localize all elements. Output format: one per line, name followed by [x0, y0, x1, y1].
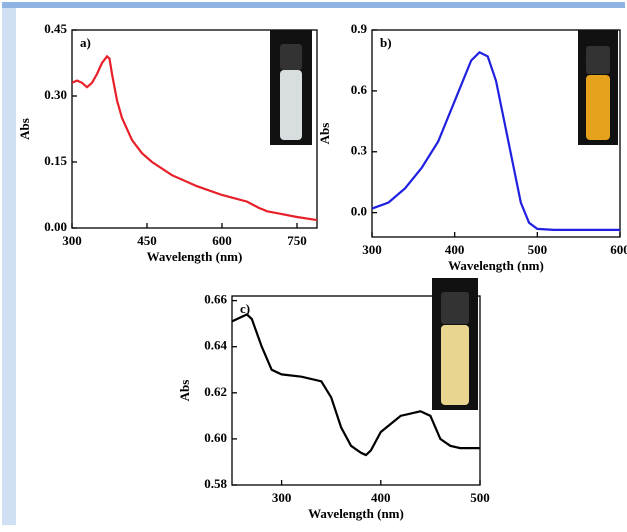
y-axis-label: Abs	[17, 118, 32, 140]
x-tick-label: 450	[137, 233, 157, 248]
y-tick-label: 0.30	[44, 87, 67, 102]
vial-a	[270, 30, 312, 145]
plot-frame	[231, 295, 481, 486]
x-tick-label: 300	[272, 490, 292, 505]
x-tick-label: 600	[610, 242, 627, 257]
x-tick-label: 300	[62, 233, 82, 248]
y-tick-label: 0.45	[44, 21, 67, 36]
panel-label: c)	[240, 301, 250, 316]
y-tick-label: 0.6	[351, 82, 368, 97]
y-axis-label: Abs	[177, 380, 192, 402]
y-tick-label: 0.15	[44, 153, 67, 168]
x-axis-label: Wavelength (nm)	[308, 506, 404, 521]
vial-b	[578, 30, 618, 145]
y-tick-label: 0.00	[44, 219, 67, 234]
y-tick-label: 0.60	[204, 430, 227, 445]
x-tick-label: 750	[287, 233, 307, 248]
panel-label: b)	[380, 35, 392, 50]
x-tick-label: 400	[371, 490, 391, 505]
y-tick-label: 0.62	[204, 384, 227, 399]
x-tick-label: 600	[212, 233, 232, 248]
y-tick-label: 0.0	[351, 204, 367, 219]
frame-left	[2, 2, 16, 525]
y-tick-label: 0.64	[204, 338, 227, 353]
data-line	[231, 313, 480, 457]
x-tick-label: 300	[362, 242, 382, 257]
y-tick-label: 0.9	[351, 21, 368, 36]
data-line	[371, 50, 620, 231]
x-tick-label: 400	[445, 242, 465, 257]
y-axis-label: Abs	[317, 123, 332, 145]
y-tick-label: 0.3	[351, 143, 368, 158]
plot-frame	[371, 29, 621, 238]
data-line	[71, 54, 318, 222]
x-axis-label: Wavelength (nm)	[147, 249, 243, 264]
panel-label: a)	[80, 35, 91, 50]
y-tick-label: 0.66	[204, 292, 227, 307]
x-tick-label: 500	[470, 490, 490, 505]
frame-top	[2, 2, 625, 8]
plot-frame	[71, 29, 318, 229]
x-axis-label: Wavelength (nm)	[448, 258, 544, 273]
x-tick-label: 500	[528, 242, 548, 257]
vial-c	[432, 278, 478, 410]
y-tick-label: 0.58	[204, 476, 227, 491]
